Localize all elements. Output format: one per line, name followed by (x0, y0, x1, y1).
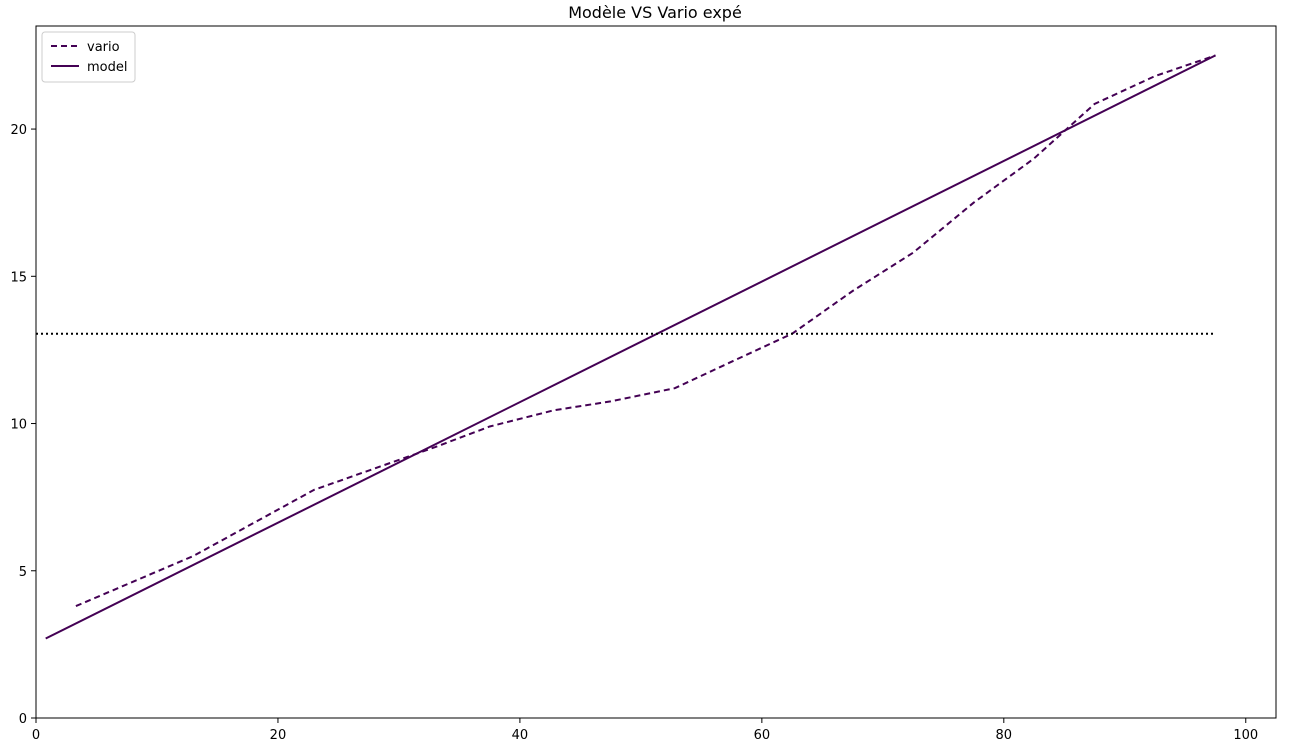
series-model-line (45, 54, 1216, 640)
x-axis: 0 20 40 60 80 100 (32, 718, 1258, 743)
y-axis: 0 5 10 15 20 (10, 123, 36, 727)
legend: vario model (41, 31, 136, 83)
y-tick-label: 5 (19, 565, 27, 580)
x-tick-label: 40 (512, 728, 529, 743)
plot-area (35, 25, 1277, 719)
x-tick-label: 0 (32, 728, 40, 743)
y-tick-label: 0 (19, 712, 27, 727)
legend-label-model: model (87, 60, 127, 75)
legend-label-vario: vario (87, 40, 120, 55)
chart-title: Modèle VS Vario expé (568, 3, 742, 22)
y-tick-label: 10 (10, 418, 27, 433)
series-vario-line (75, 54, 1216, 608)
y-tick-label: 20 (10, 123, 27, 138)
x-tick-label: 80 (996, 728, 1013, 743)
x-tick-label: 20 (270, 728, 287, 743)
x-tick-label: 100 (1233, 728, 1258, 743)
legend-box (41, 31, 136, 83)
axes-frame (35, 25, 1277, 719)
x-tick-label: 60 (754, 728, 771, 743)
y-tick-label: 15 (10, 270, 27, 285)
